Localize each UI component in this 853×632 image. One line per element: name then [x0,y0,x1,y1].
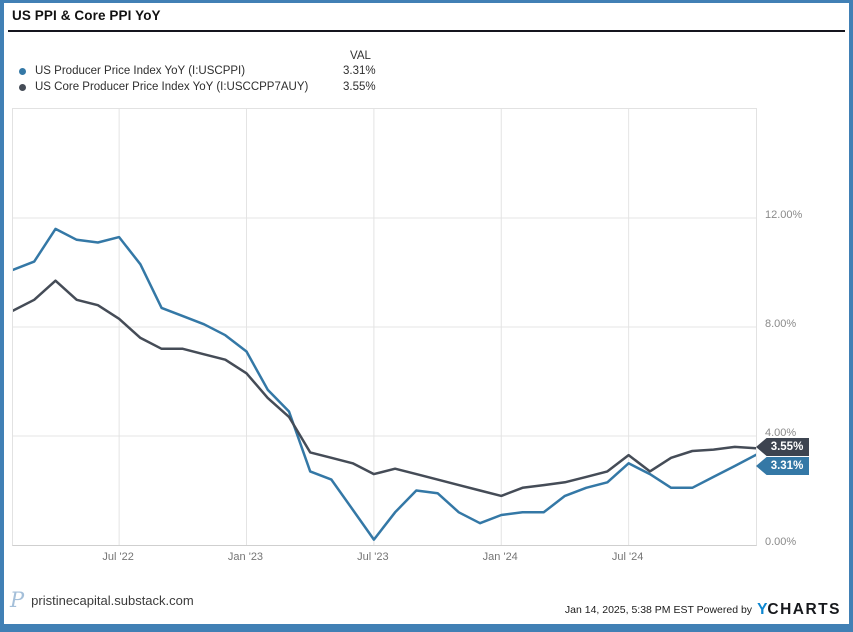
y-axis-label: 12.00% [765,209,803,221]
pristine-capital-logo-icon: P [10,588,25,612]
series-dot-ppi [19,68,26,75]
series-dot-core-ppi [19,84,26,91]
y-axis-label: 4.00% [765,427,797,439]
y-axis-label: 0.00% [765,536,797,548]
last-value-badge: 3.55% [756,438,809,456]
x-axis-label: Jul '22 [102,551,134,563]
footer-branding: Jan 14, 2025, 5:38 PM EST Powered by Y CH… [565,601,841,619]
footer-attribution: P pristinecapital.substack.com [10,587,194,613]
x-axis-label: Jul '23 [357,551,389,563]
legend-label: US Core Producer Price Index YoY (I:USCC… [35,81,309,93]
ycharts-y-icon: Y [757,601,768,618]
legend-item-ppi: US Producer Price Index YoY (I:USCPPI) 3… [4,64,849,79]
site-url-link[interactable]: pristinecapital.substack.com [31,592,194,608]
x-axis-label: Jul '24 [611,551,644,563]
legend-val-header: VAL [350,50,371,62]
page-title: US PPI & Core PPI YoY [12,8,161,23]
line-chart [13,109,756,545]
series-line [13,279,756,498]
title-divider [8,30,845,32]
x-axis-label: Jan '23 [227,551,264,563]
legend-value: 3.55% [343,81,376,93]
legend-item-core-ppi: US Core Producer Price Index YoY (I:USCC… [4,80,849,95]
y-axis-label: 8.00% [765,318,797,330]
last-value-badge: 3.31% [756,457,809,475]
plot-area [12,108,757,546]
ycharts-logo[interactable]: Y CHARTS [757,601,841,618]
legend-label: US Producer Price Index YoY (I:USCPPI) [35,65,246,77]
timestamp: Jan 14, 2025, 5:38 PM EST Powered by [564,604,753,616]
legend-value: 3.31% [343,65,376,77]
x-axis-label: Jan '24 [482,551,518,563]
series-line [13,227,756,541]
